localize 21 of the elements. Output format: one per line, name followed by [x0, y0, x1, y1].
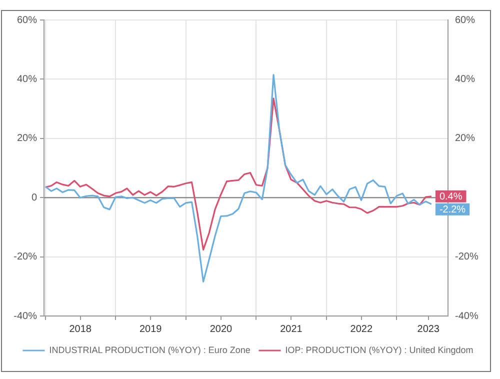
- x-tick-label: 2021: [280, 324, 303, 335]
- y-tick-label: 60%: [16, 14, 38, 26]
- x-tick-label: 2020: [210, 324, 233, 335]
- legend-label: INDUSTRIAL PRODUCTION (%YOY) : Euro Zone: [49, 344, 250, 355]
- x-tick-label: 2018: [69, 324, 92, 335]
- y2-tick-label: 40%: [455, 74, 476, 85]
- x-tick-label: 2019: [139, 324, 162, 335]
- y-tick-label: 0: [31, 192, 38, 204]
- x-tick-label: 2023: [417, 324, 440, 335]
- data-label: 0.4%: [439, 192, 462, 203]
- y-tick-label: -40%: [14, 310, 38, 322]
- y-tick-label: -20%: [14, 252, 38, 263]
- legend-label: IOP: PRODUCTION (%YOY) : United Kingdom: [285, 344, 474, 355]
- y2-tick-label: -40%: [455, 310, 478, 322]
- y2-tick-label: 20%: [455, 133, 476, 144]
- data-label: -2.2%: [439, 204, 466, 216]
- y-tick-label: 20%: [16, 133, 38, 144]
- y2-tick-label: -20%: [455, 252, 478, 263]
- x-tick-label: 2022: [350, 324, 373, 335]
- y-tick-label: 40%: [16, 74, 38, 85]
- y2-tick-label: 60%: [455, 14, 476, 26]
